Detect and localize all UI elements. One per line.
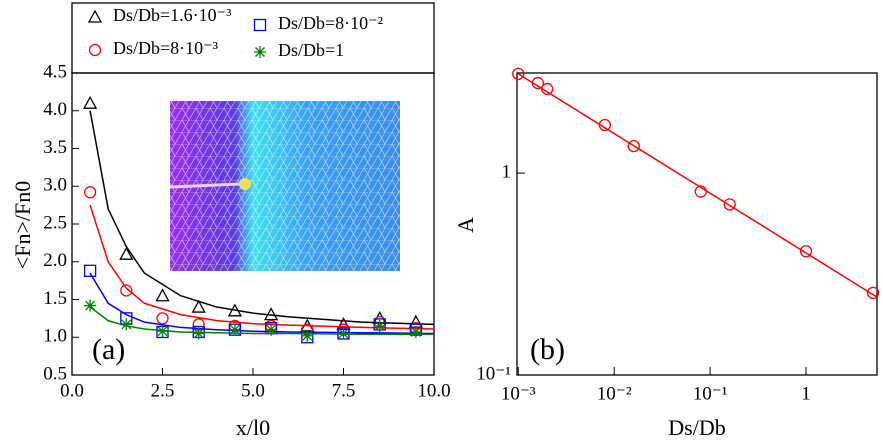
marker — [598, 118, 612, 132]
legend-label: Ds/Db=1 — [278, 40, 344, 60]
x-axis-label: Ds/Db — [668, 415, 725, 440]
y-tick-label: 1.5 — [43, 288, 67, 309]
y-tick-label: 4.0 — [43, 99, 67, 120]
marker — [409, 325, 422, 338]
legend-marker — [88, 43, 102, 57]
legend-marker — [253, 18, 267, 32]
marker — [156, 325, 169, 338]
marker — [301, 329, 314, 342]
x-tick-label: 10⁻³ — [501, 383, 536, 404]
marker — [191, 299, 206, 313]
inset-image — [169, 101, 400, 271]
x-tick-label: 7.5 — [332, 380, 356, 401]
y-axis-label: A — [453, 217, 478, 233]
marker — [155, 288, 170, 302]
x-tick-label: 5.0 — [241, 380, 265, 401]
y-tick-label: 0.5 — [43, 363, 67, 384]
y-axis-label: <Fn>/Fn0 — [10, 181, 35, 269]
marker — [337, 327, 350, 340]
marker — [83, 95, 98, 109]
marker — [866, 286, 880, 300]
panel-label: (b) — [530, 333, 565, 366]
x-tick-label: 1 — [801, 383, 811, 404]
y-tick-label: 1.0 — [43, 326, 67, 347]
x-tick-label: 10.0 — [417, 380, 450, 401]
marker — [265, 323, 278, 336]
legend-item: Ds/Db=1.6·10⁻³ — [87, 5, 232, 25]
marker — [694, 185, 707, 198]
legend-label: Ds/Db=8·10⁻² — [278, 13, 383, 33]
legend-marker — [254, 46, 266, 58]
axes-b — [516, 72, 878, 376]
marker — [120, 318, 133, 331]
marker — [627, 139, 640, 153]
legend-label: Ds/Db=1.6·10⁻³ — [113, 5, 232, 25]
y-tick-label: 3.5 — [43, 137, 67, 158]
marker — [799, 245, 813, 258]
marker — [83, 186, 97, 199]
marker — [156, 312, 169, 325]
marker — [227, 303, 242, 317]
marker — [531, 76, 544, 90]
legend-item: Ds/Db=1 — [254, 40, 344, 60]
y-tick-label: 2.5 — [43, 212, 67, 233]
marker — [264, 307, 279, 321]
marker — [192, 327, 205, 340]
y-tick-label: 10⁻¹ — [476, 363, 511, 384]
marker — [119, 246, 134, 260]
y-tick-label: 2.0 — [43, 250, 67, 271]
legend-marker — [87, 9, 103, 23]
x-tick-label: 10⁻¹ — [693, 383, 728, 404]
marker — [83, 264, 97, 277]
y-tick-label: 3.0 — [43, 175, 67, 196]
legend-item: Ds/Db=8·10⁻³ — [88, 38, 219, 58]
y-tick-label: 1 — [502, 161, 512, 182]
legend-label: Ds/Db=8·10⁻³ — [113, 38, 219, 58]
marker — [512, 67, 525, 80]
x-tick-label: 0.0 — [60, 380, 84, 401]
y-tick-label: 4.5 — [43, 61, 67, 82]
marker — [723, 198, 736, 211]
marker — [84, 299, 97, 312]
fit-line — [89, 204, 435, 330]
legend-item: Ds/Db=8·10⁻² — [253, 13, 383, 33]
x-tick-label: 10⁻² — [597, 383, 632, 404]
x-tick-label: 2.5 — [151, 380, 175, 401]
fit-line — [517, 73, 878, 298]
marker — [373, 319, 386, 332]
marker — [228, 323, 241, 336]
panel-label: (a) — [92, 333, 125, 366]
x-axis-label: x/l0 — [236, 415, 270, 440]
marker — [540, 82, 554, 96]
marker — [120, 284, 133, 297]
